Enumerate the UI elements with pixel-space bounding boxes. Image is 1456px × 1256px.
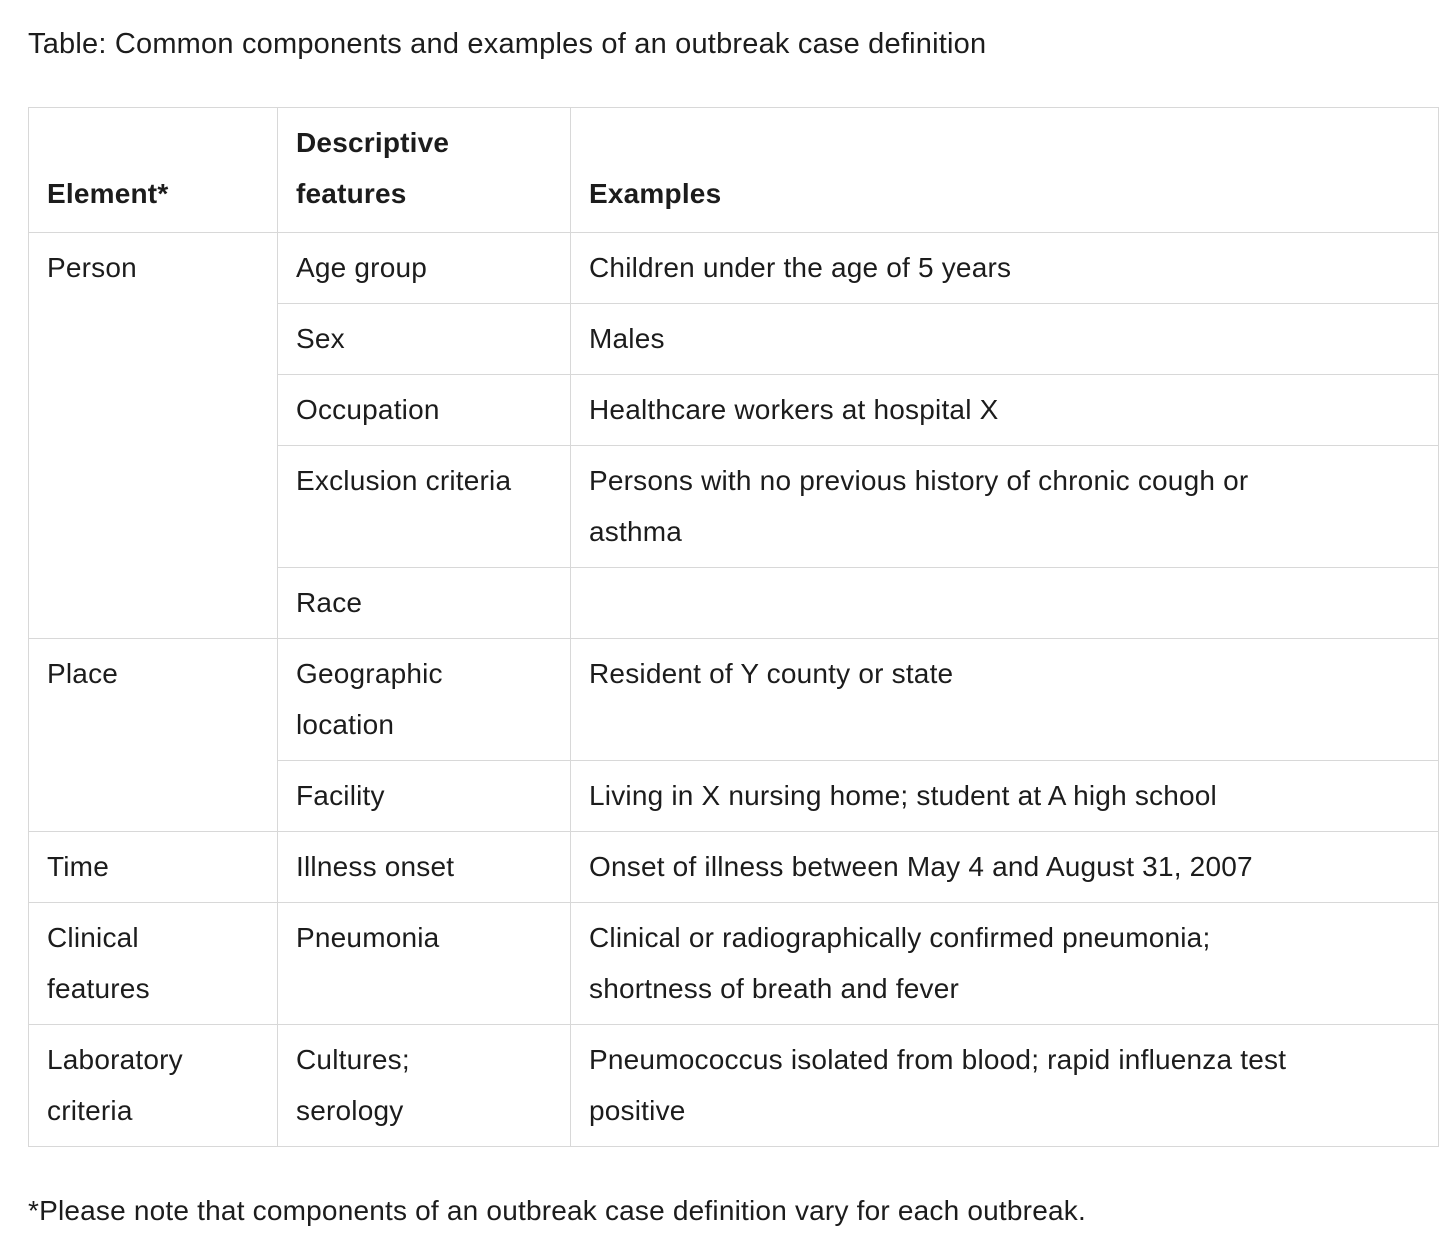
feature-cell-facility: Facility	[277, 760, 571, 832]
element-cell-place: Place	[28, 638, 278, 832]
element-cell-clinical-features: Clinical features	[28, 902, 278, 1025]
element-cell-time: Time	[28, 831, 278, 903]
example-cell-facility: Living in X nursing home; student at A h…	[570, 760, 1439, 832]
table-row-person-race: Race	[29, 567, 1439, 639]
example-cell-cultures-serology: Pneumococcus isolated from blood; rapid …	[570, 1024, 1439, 1147]
feature-cell-pneumonia: Pneumonia	[277, 902, 571, 1025]
table-row-place-facility: Facility Living in X nursing home; stude…	[29, 760, 1439, 832]
table-row-clinical-features: Clinical features Pneumonia Clinical or …	[28, 902, 1439, 1025]
table-row-time: Time Illness onset Onset of illness betw…	[28, 831, 1439, 903]
feature-cell-illness-onset: Illness onset	[277, 831, 571, 903]
feature-cell-sex: Sex	[277, 303, 571, 375]
example-cell-geographic-location: Resident of Y county or state	[570, 638, 1439, 761]
outbreak-case-definition-table: Element* Descriptive features Examples P…	[28, 107, 1439, 1147]
table-row-laboratory-criteria: Laboratory criteria Cultures; serology P…	[28, 1024, 1439, 1147]
feature-cell-race: Race	[277, 567, 571, 639]
example-cell-race	[570, 567, 1439, 639]
feature-cell-geographic-location: Geographic location	[277, 638, 571, 761]
example-cell-sex: Males	[570, 303, 1439, 375]
example-cell-occupation: Healthcare workers at hospital X	[570, 374, 1439, 446]
table-row-place-geographic: Place Geographic location Resident of Y …	[28, 638, 1439, 832]
table-caption: Table: Common components and examples of…	[28, 28, 987, 60]
feature-cell-cultures-serology: Cultures; serology	[277, 1024, 571, 1147]
col-header-element: Element*	[28, 107, 278, 233]
table-footnote: *Please note that components of an outbr…	[28, 1195, 1086, 1226]
element-cell-laboratory-criteria: Laboratory criteria	[28, 1024, 278, 1147]
table-row-person-exclusion: Exclusion criteria Persons with no previ…	[29, 445, 1439, 568]
feature-cell-exclusion-criteria: Exclusion criteria	[277, 445, 571, 568]
header-row: Element* Descriptive features Examples	[28, 107, 1439, 233]
table-row-person-sex: Sex Males	[29, 303, 1439, 375]
element-cell-person: Person	[28, 232, 278, 639]
table-row-person-age: Person Age group Children under the age …	[28, 232, 1439, 639]
article-page: Table: Common components and examples of…	[28, 28, 1439, 1226]
example-cell-pneumonia: Clinical or radiographically confirmed p…	[570, 902, 1439, 1025]
feature-cell-occupation: Occupation	[277, 374, 571, 446]
col-header-descriptive-features: Descriptive features	[277, 107, 571, 233]
example-cell-exclusion-criteria: Persons with no previous history of chro…	[570, 445, 1439, 568]
feature-cell-age-group: Age group	[277, 232, 571, 304]
col-header-examples: Examples	[570, 107, 1439, 233]
example-cell-illness-onset: Onset of illness between May 4 and Augus…	[570, 831, 1439, 903]
example-cell-age-group: Children under the age of 5 years	[570, 232, 1439, 304]
